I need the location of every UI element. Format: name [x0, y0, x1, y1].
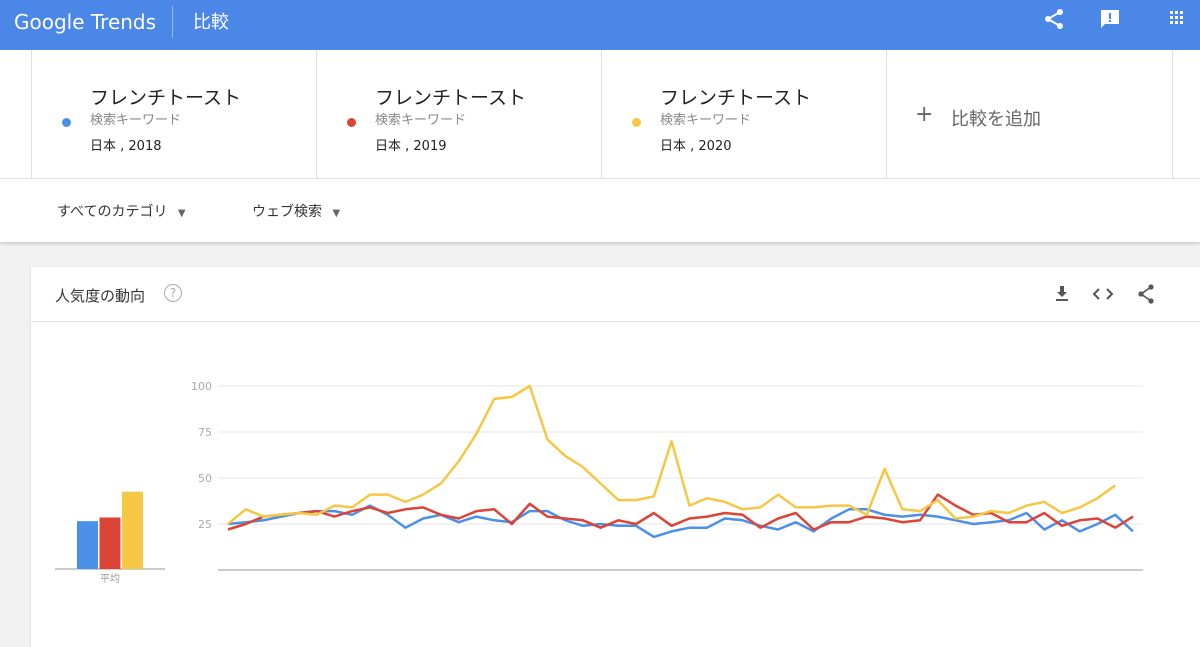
term-card[interactable]: フレンチトースト検索キーワード 日本 , 2020 — [601, 50, 887, 178]
term-region: 日本 , 2019 — [375, 139, 447, 154]
apps-icon[interactable] — [1170, 11, 1183, 24]
add-term-label: 比較を追加 — [951, 109, 1041, 130]
logo[interactable]: Google Trends — [14, 10, 157, 34]
y-tick-label: 50 — [198, 472, 212, 485]
panel-title: 人気度の動向 — [55, 287, 146, 305]
search-type-filter[interactable]: ウェブ検索 ▼ — [252, 204, 341, 220]
term-card[interactable]: フレンチトースト検索キーワード 日本 , 2019 — [316, 50, 602, 178]
term-type: 検索キーワード — [90, 113, 182, 128]
panel-icons — [1056, 284, 1154, 304]
average-bar — [77, 521, 98, 569]
share-icon[interactable] — [1045, 9, 1063, 29]
share-icon[interactable] — [1138, 284, 1154, 304]
help-icon[interactable]: ? — [164, 284, 182, 302]
y-tick-label: 25 — [198, 518, 212, 531]
y-tick-label: 100 — [191, 380, 212, 393]
header: Google Trends 比較 — [0, 0, 1200, 50]
category-filter[interactable]: すべてのカテゴリ ▼ — [57, 204, 186, 220]
average-bar — [99, 517, 121, 569]
divider — [31, 321, 1200, 322]
term-name: フレンチトースト — [375, 87, 527, 109]
y-tick-label: 75 — [198, 426, 212, 439]
filters-bar: すべてのカテゴリ ▼ ウェブ検索 ▼ — [0, 178, 1200, 242]
series-dot — [62, 118, 71, 127]
trend-line — [227, 384, 1117, 525]
page-title: 比較 — [193, 12, 229, 33]
trend-panel: 人気度の動向 ? — [31, 267, 1200, 647]
download-icon[interactable] — [1056, 286, 1068, 301]
plus-icon: + — [915, 102, 934, 127]
term-card[interactable]: フレンチトースト検索キーワード 日本 , 2018 — [31, 50, 317, 178]
term-name: フレンチトースト — [660, 87, 812, 109]
add-term[interactable]: + 比較を追加 — [886, 50, 1173, 178]
average-bar — [122, 491, 143, 569]
filter-label: すべてのカテゴリ — [57, 204, 168, 220]
series-dot — [347, 118, 356, 127]
feedback-icon[interactable] — [1101, 10, 1119, 28]
term-type: 検索キーワード — [660, 113, 752, 128]
header-icons — [1045, 9, 1183, 29]
term-type: 検索キーワード — [375, 113, 467, 128]
filter-label: ウェブ検索 — [252, 204, 322, 220]
term-region: 日本 , 2018 — [90, 139, 162, 154]
term-region: 日本 , 2020 — [660, 139, 732, 154]
series-dot — [632, 118, 641, 127]
divider — [172, 6, 173, 38]
chart: 25 50 75 100 平均 — [55, 380, 1143, 585]
term-name: フレンチトースト — [90, 87, 242, 109]
terms-bar: + 比較を追加 フレンチトースト 検索キーワード 日本 , 2018 フレンチトースト… — [0, 50, 1200, 178]
embed-icon[interactable] — [1092, 288, 1114, 300]
average-label: 平均 — [100, 573, 120, 585]
